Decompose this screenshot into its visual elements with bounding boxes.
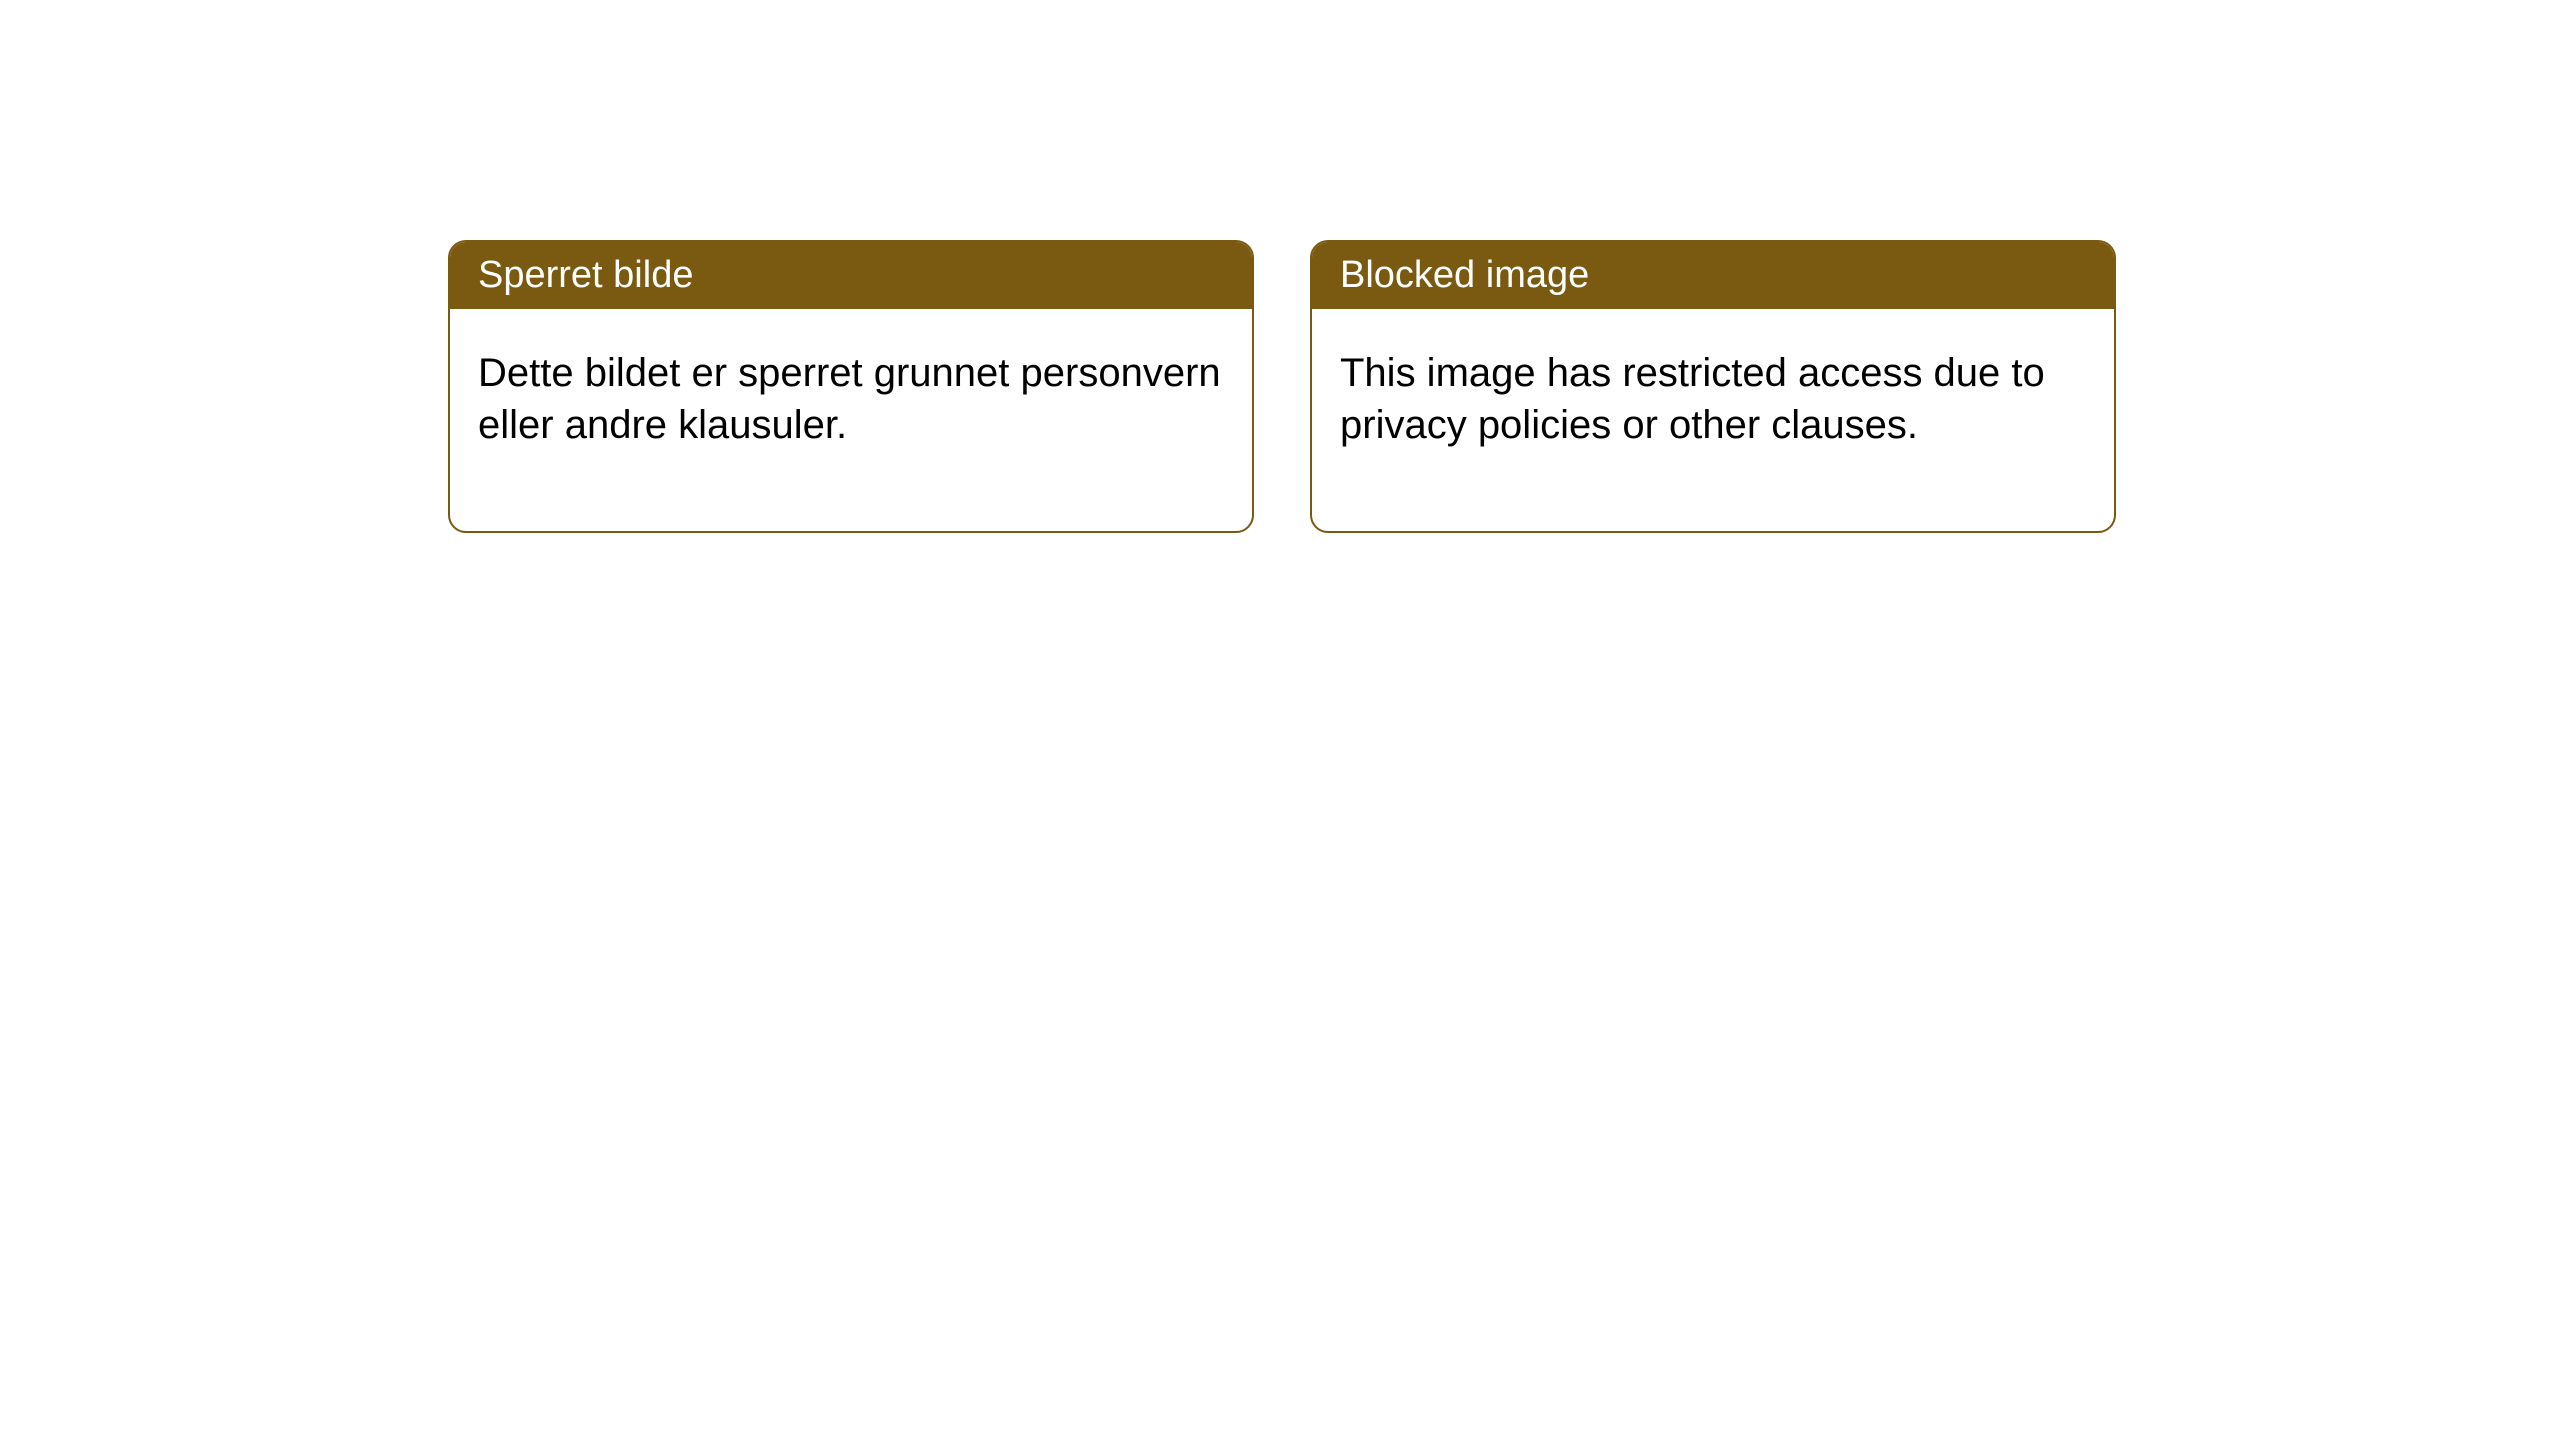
- card-message: This image has restricted access due to …: [1340, 351, 2045, 447]
- card-header: Blocked image: [1312, 242, 2114, 309]
- card-header: Sperret bilde: [450, 242, 1252, 309]
- card-body: Dette bildet er sperret grunnet personve…: [450, 309, 1252, 531]
- notice-card-norwegian: Sperret bilde Dette bildet er sperret gr…: [448, 240, 1254, 533]
- notice-container: Sperret bilde Dette bildet er sperret gr…: [0, 0, 2560, 533]
- card-title: Blocked image: [1340, 254, 1589, 296]
- card-title: Sperret bilde: [478, 254, 693, 296]
- card-body: This image has restricted access due to …: [1312, 309, 2114, 531]
- card-message: Dette bildet er sperret grunnet personve…: [478, 351, 1221, 447]
- notice-card-english: Blocked image This image has restricted …: [1310, 240, 2116, 533]
